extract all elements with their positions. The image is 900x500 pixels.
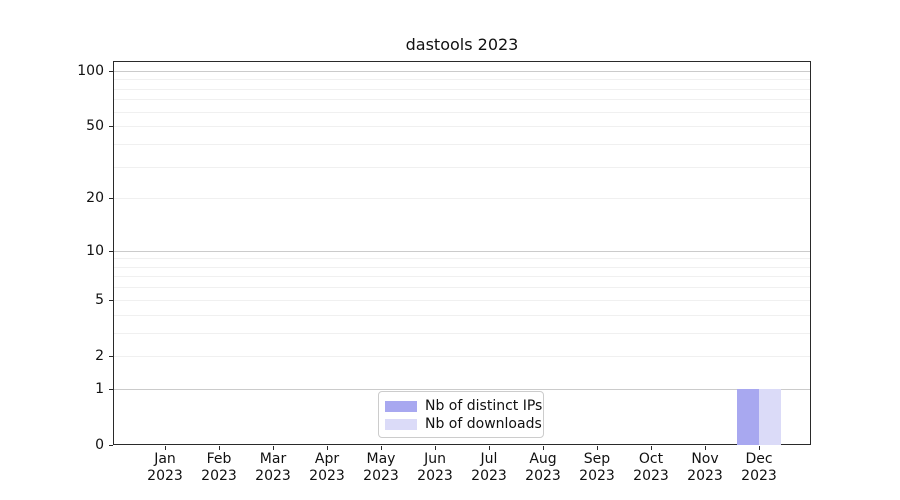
y-tick <box>109 445 113 446</box>
gridline-major <box>114 251 810 252</box>
legend-swatch-downloads-icon <box>385 418 417 430</box>
y-tick-label: 20 <box>86 190 104 206</box>
chart-title: dastools 2023 <box>405 35 519 54</box>
x-tick-label-line: Sep <box>583 451 611 467</box>
x-tick-label: Aug 2023 <box>516 451 570 485</box>
x-tick <box>381 446 382 450</box>
y-tick <box>109 300 113 301</box>
x-tick-label-line: 2023 <box>579 468 615 484</box>
y-tick <box>109 71 113 72</box>
x-tick <box>165 446 166 450</box>
y-tick <box>109 389 113 390</box>
x-tick-label: Apr 2023 <box>300 451 354 485</box>
x-tick-label-line: Dec <box>745 451 773 467</box>
gridline-minor <box>114 99 810 100</box>
gridline-minor <box>114 356 810 357</box>
legend-label-distinct-ips: Nb of distinct IPs <box>425 398 543 414</box>
x-tick <box>273 446 274 450</box>
gridline-minor <box>114 112 810 113</box>
x-tick-label-line: 2023 <box>525 468 561 484</box>
x-tick-label-line: 2023 <box>201 468 237 484</box>
gridline-minor <box>114 89 810 90</box>
gridline-minor <box>114 287 810 288</box>
x-tick-label-line: 2023 <box>417 468 453 484</box>
x-tick-label-line: Apr <box>314 451 340 467</box>
y-tick-label: 0 <box>95 437 104 453</box>
gridline-minor <box>114 333 810 334</box>
x-tick-label-line: 2023 <box>309 468 345 484</box>
x-tick-label-line: 2023 <box>255 468 291 484</box>
gridline-minor <box>114 276 810 277</box>
y-tick-label: 100 <box>77 63 104 79</box>
plot-area <box>113 61 811 445</box>
legend: Nb of distinct IPs Nb of downloads <box>378 391 544 438</box>
bar-distinct-ips <box>737 388 759 445</box>
x-tick-label-line: Feb <box>206 451 232 467</box>
y-tick <box>109 198 113 199</box>
gridline-minor <box>114 126 810 127</box>
y-tick-label: 2 <box>95 348 104 364</box>
x-tick-label: Mar 2023 <box>246 451 300 485</box>
x-tick-label: May 2023 <box>354 451 408 485</box>
x-tick-label: Oct 2023 <box>624 451 678 485</box>
x-tick <box>489 446 490 450</box>
gridline-major <box>114 71 810 72</box>
x-tick-label: Jul 2023 <box>462 451 516 485</box>
gridline-minor <box>114 167 810 168</box>
gridline-minor <box>114 300 810 301</box>
x-tick <box>705 446 706 450</box>
gridline-minor <box>114 267 810 268</box>
x-tick-label-line: 2023 <box>633 468 669 484</box>
x-tick-label-line: Oct <box>638 451 664 467</box>
bar-downloads <box>759 388 781 445</box>
x-tick-label-line: 2023 <box>147 468 183 484</box>
x-tick-label-line: 2023 <box>363 468 399 484</box>
x-tick-label-line: Nov <box>691 451 719 467</box>
x-tick-label: Dec 2023 <box>732 451 786 485</box>
x-tick <box>543 446 544 450</box>
x-tick <box>435 446 436 450</box>
y-tick-label: 10 <box>86 243 104 259</box>
x-tick <box>219 446 220 450</box>
y-tick-label: 1 <box>95 381 104 397</box>
x-tick-label-line: 2023 <box>741 468 777 484</box>
x-tick <box>651 446 652 450</box>
x-tick-label-line: Jun <box>424 451 446 467</box>
y-tick-label: 5 <box>95 292 104 308</box>
x-tick-label: Jun 2023 <box>408 451 462 485</box>
x-tick-label-line: Mar <box>259 451 287 467</box>
x-tick-label: Feb 2023 <box>192 451 246 485</box>
legend-swatch-distinct-ips-icon <box>385 400 417 412</box>
gridline-minor <box>114 258 810 259</box>
gridline-minor <box>114 315 810 316</box>
x-tick-label: Nov 2023 <box>678 451 732 485</box>
gridline-minor <box>114 198 810 199</box>
x-tick-label-line: Jan <box>154 451 176 467</box>
x-tick-label: Jan 2023 <box>138 451 192 485</box>
y-tick-label: 50 <box>86 118 104 134</box>
gridline-major <box>114 389 810 390</box>
x-tick-label-line: Aug <box>529 451 557 467</box>
y-tick <box>109 126 113 127</box>
legend-item-distinct-ips: Nb of distinct IPs <box>385 398 542 414</box>
y-tick <box>109 356 113 357</box>
y-tick <box>109 251 113 252</box>
x-tick <box>597 446 598 450</box>
legend-item-downloads: Nb of downloads <box>385 416 542 432</box>
x-tick-label-line: Jul <box>480 451 498 467</box>
x-tick-label-line: 2023 <box>687 468 723 484</box>
x-tick-label-line: May <box>366 451 396 467</box>
x-tick-label: Sep 2023 <box>570 451 624 485</box>
gridline-minor <box>114 144 810 145</box>
gridline-minor <box>114 79 810 80</box>
x-tick <box>759 446 760 450</box>
x-tick <box>327 446 328 450</box>
legend-label-downloads: Nb of downloads <box>425 416 542 432</box>
x-tick-label-line: 2023 <box>471 468 507 484</box>
